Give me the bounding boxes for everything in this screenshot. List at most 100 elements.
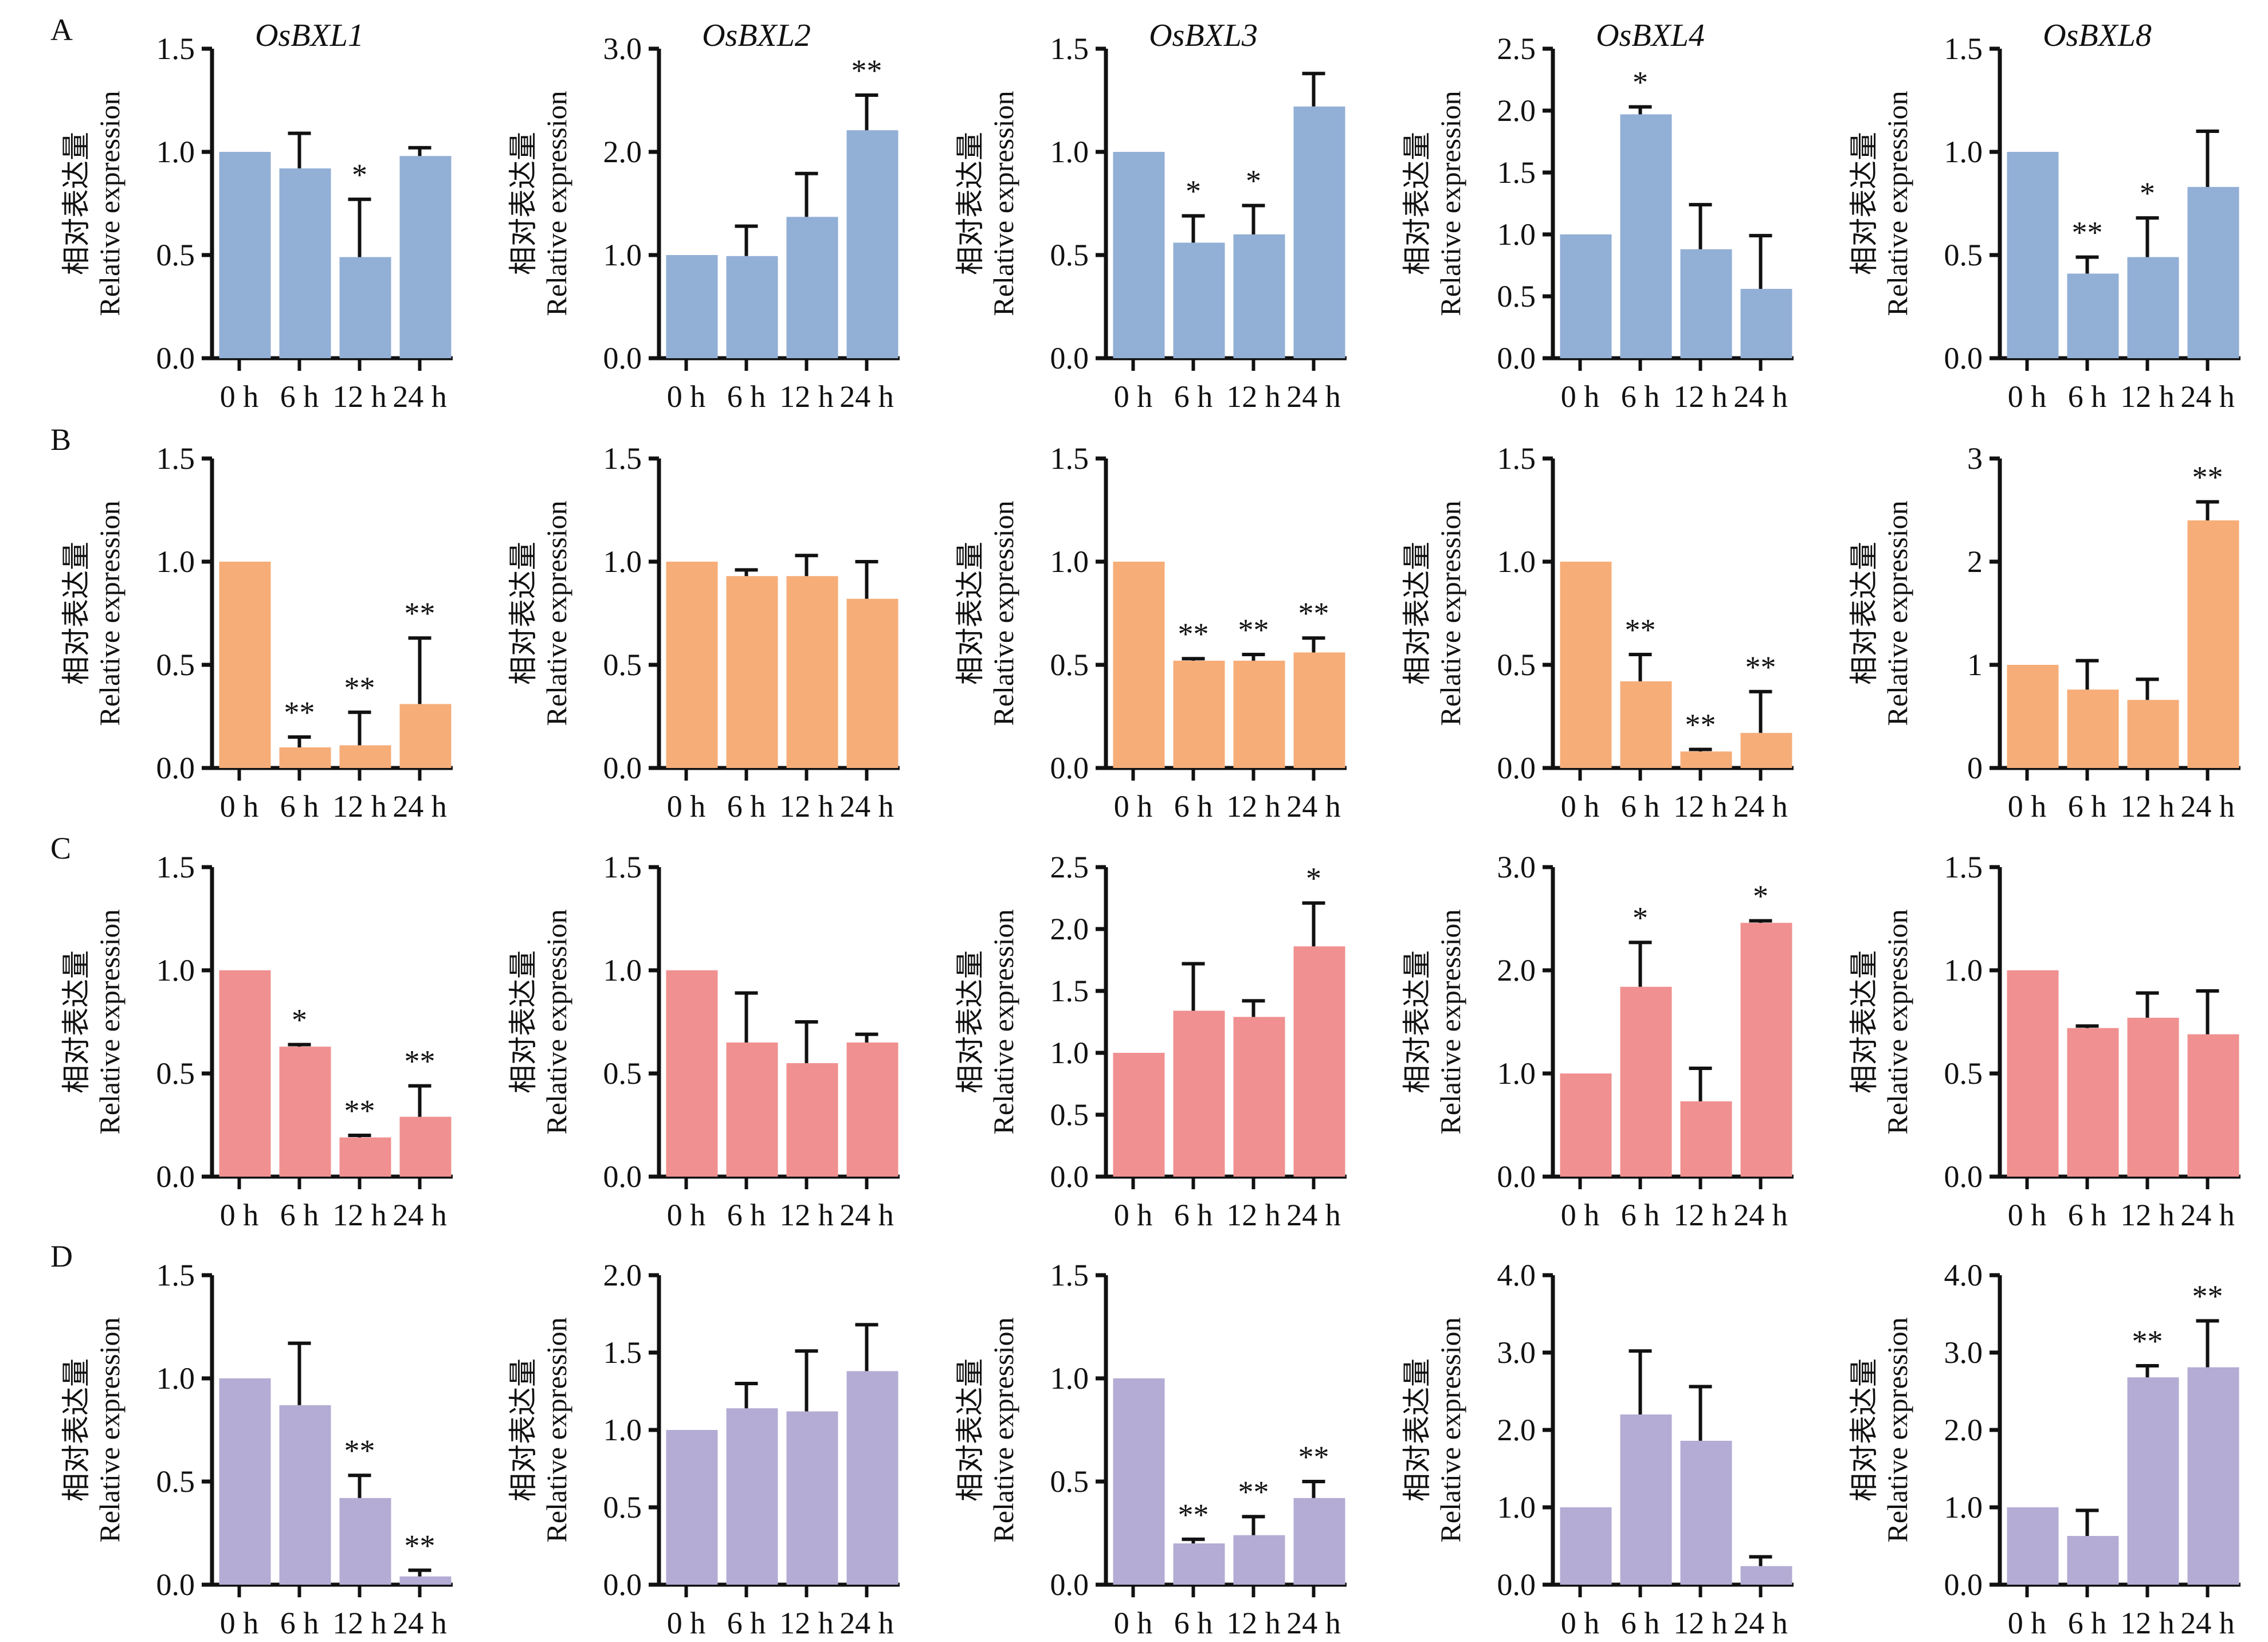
x-tick-label: 12 h: [779, 379, 834, 414]
bar: [666, 970, 718, 1177]
x-tick-label: 0 h: [1561, 1198, 1600, 1232]
x-tick-label: 6 h: [1174, 1198, 1213, 1232]
y-tick-label: 1.5: [156, 32, 195, 66]
x-tick-label: 24 h: [1286, 1198, 1341, 1232]
y-tick-label: 0.5: [1944, 1056, 1983, 1091]
y-tick-label: 2.5: [1050, 850, 1089, 884]
bar: [2007, 152, 2059, 358]
bar: [1620, 1414, 1672, 1585]
y-tick-label: 0.0: [156, 1567, 195, 1602]
y-axis-label: Relative expression: [1881, 501, 1913, 726]
y-tick-label: 0.0: [1050, 751, 1089, 785]
bar: [2127, 257, 2179, 358]
y-axis-label: Relative expression: [987, 910, 1019, 1135]
bar: [279, 1405, 331, 1585]
bar: [1620, 986, 1672, 1177]
y-tick-label: 0: [1967, 751, 1983, 785]
significance-label: **: [2192, 460, 2223, 495]
x-tick-label: 12 h: [779, 1606, 834, 1640]
y-tick-label: 0.0: [1944, 1567, 1983, 1602]
x-tick-label: 6 h: [1174, 1606, 1213, 1640]
x-tick-label: 12 h: [1226, 379, 1281, 414]
y-tick-label: 1.0: [1050, 544, 1089, 579]
y-tick-label: 2.0: [1944, 1413, 1983, 1447]
y-tick-label: 0.0: [603, 751, 642, 785]
bar: [2187, 1034, 2239, 1177]
row-label-A: A: [50, 13, 73, 47]
bar: [1293, 106, 1345, 359]
y-tick-label: 1.0: [156, 1361, 195, 1396]
row-label-C: C: [50, 831, 71, 865]
y-tick-label: 1.5: [1050, 441, 1089, 476]
y-tick-label: 0.0: [1050, 1159, 1089, 1194]
y-axis-label: Relative expression: [93, 501, 125, 726]
row-label-D: D: [50, 1239, 73, 1273]
x-tick-label: 12 h: [332, 379, 387, 414]
x-tick-label: 12 h: [1226, 1198, 1281, 1232]
y-tick-label: 0.5: [1050, 1098, 1089, 1132]
bar: [1560, 562, 1612, 768]
bar: [1113, 562, 1165, 768]
bar: [399, 704, 452, 768]
y-tick-label: 1.0: [1050, 135, 1089, 169]
x-tick-label: 12 h: [779, 789, 834, 824]
bar: [399, 1116, 452, 1177]
significance-label: *: [1633, 65, 1648, 100]
bar: [1113, 1053, 1165, 1177]
x-tick-label: 6 h: [727, 789, 766, 824]
x-tick-label: 0 h: [2008, 1198, 2047, 1232]
bar: [399, 156, 452, 358]
y-tick-label: 1.0: [156, 135, 195, 169]
bar: [1740, 732, 1792, 768]
bar: [2007, 1507, 2059, 1585]
bar: [1560, 1073, 1612, 1177]
y-tick-label: 1.5: [1944, 850, 1983, 884]
x-tick-label: 12 h: [1673, 1606, 1728, 1640]
bar: [846, 598, 898, 768]
x-tick-label: 24 h: [2180, 1606, 2235, 1640]
bar: [1680, 249, 1732, 358]
y-tick-label: 0.5: [156, 1056, 195, 1091]
significance-label: *: [1633, 900, 1648, 935]
y-axis-label: Relative expression: [540, 1318, 572, 1543]
bar: [1740, 1566, 1792, 1585]
x-tick-label: 6 h: [1174, 379, 1213, 414]
y-tick-label: 1.0: [1497, 1490, 1536, 1525]
y-tick-label: 3.0: [1944, 1335, 1983, 1370]
y-axis-label: Relative expression: [987, 1318, 1019, 1543]
bar: [786, 217, 838, 358]
y-axis-label-cn: 相对表达量: [1848, 1358, 1880, 1502]
x-tick-label: 6 h: [1621, 379, 1660, 414]
x-tick-label: 0 h: [220, 1606, 259, 1640]
y-axis-label: Relative expression: [93, 91, 125, 316]
y-axis-label-cn: 相对表达量: [507, 950, 539, 1094]
y-tick-label: 2.0: [1497, 953, 1536, 987]
significance-label: **: [1238, 613, 1269, 647]
bar: [1740, 289, 1792, 358]
y-axis-label: Relative expression: [1881, 91, 1913, 316]
x-tick-label: 12 h: [1673, 1198, 1728, 1232]
y-tick-label: 0.0: [603, 341, 642, 375]
bar: [339, 257, 391, 358]
y-axis-label-cn: 相对表达量: [507, 132, 539, 275]
bar: [1680, 1440, 1732, 1585]
y-tick-label: 1.0: [156, 544, 195, 579]
x-tick-label: 0 h: [667, 1606, 706, 1640]
y-tick-label: 0.5: [1050, 648, 1089, 682]
x-tick-label: 0 h: [2008, 789, 2047, 824]
y-tick-label: 0.0: [1944, 341, 1983, 375]
bar: [219, 1378, 271, 1585]
bar: [339, 1498, 391, 1585]
bar: [2127, 1377, 2179, 1585]
significance-label: **: [1685, 708, 1716, 742]
y-tick-label: 2.0: [603, 1258, 642, 1292]
x-tick-label: 12 h: [332, 1606, 387, 1640]
x-tick-label: 6 h: [2068, 1606, 2107, 1640]
x-tick-label: 12 h: [1673, 789, 1728, 824]
x-tick-label: 0 h: [1114, 379, 1153, 414]
significance-label: **: [284, 695, 315, 730]
bar: [846, 1043, 898, 1177]
gene-title: OsBXL4: [1596, 18, 1705, 53]
y-tick-label: 0.5: [156, 1464, 195, 1499]
